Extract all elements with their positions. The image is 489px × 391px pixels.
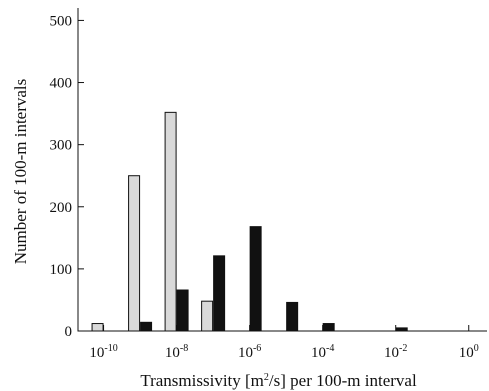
y-tick-label-4: 400 [50,76,73,92]
y-tick-label-5: 500 [50,13,73,29]
x-tick-label-1: 10-8 [165,343,188,361]
labels-group: 0 100 200 300 400 500 10-10 10-8 10-6 10-4 10-2 100… [11,13,479,390]
gray-bar-2 [164,111,177,332]
gray-bar-1 [128,175,141,332]
y-axis-label: Number of 100-m intervals [11,79,30,265]
x-tick-label-0: 10-10 [89,343,117,361]
black-bar-3 [213,255,226,332]
black-bar-6 [322,323,335,332]
y-tick-label-1: 100 [50,262,73,278]
y-tick-label-0: 0 [65,324,73,340]
y-tick-label-3: 300 [50,138,73,154]
x-tick-label-3: 10-4 [311,343,334,361]
black-bar-4 [249,226,262,332]
black-bar-5 [286,301,299,332]
y-tick-label-2: 200 [50,200,73,216]
bars-group [91,111,408,332]
axes-group [77,8,487,332]
x-tick-label-5: 100 [459,343,479,361]
black-bar-2 [176,289,189,332]
x-tick-label-4: 10-2 [384,343,407,361]
x-tick-label-2: 10-6 [238,343,261,361]
gray-bar-3 [201,300,214,332]
x-axis-label: Transmissivity [m2/s] per 100-m interval [140,371,417,390]
gray-bar-0 [91,323,104,332]
black-bar-1 [140,321,153,332]
